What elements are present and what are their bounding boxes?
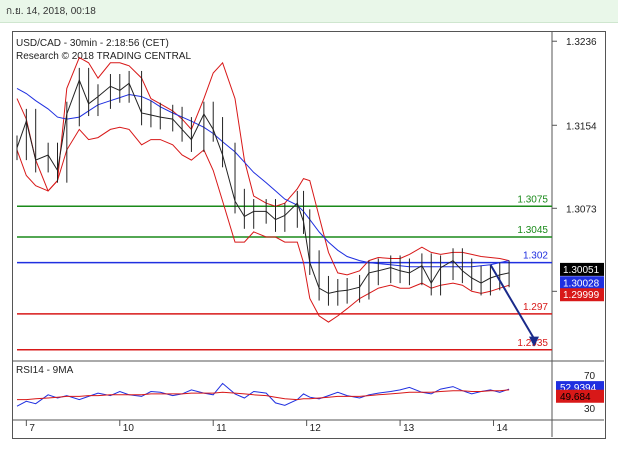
- y-tick-label: 1.3073: [566, 204, 597, 215]
- timestamp-label: ก.ย. 14, 2018, 00:18: [6, 6, 96, 17]
- moving-average: [16, 87, 510, 268]
- moving-average-line: [16, 87, 510, 268]
- price-tag-label: 1.30051: [563, 265, 600, 276]
- forecast-arrow-head: [529, 336, 540, 347]
- level-label: 1.3075: [517, 194, 548, 205]
- chart-source: Research © 2018 TRADING CENTRAL: [16, 51, 191, 62]
- rsi-lines: [16, 382, 510, 407]
- x-tick-label: 13: [403, 423, 415, 434]
- y-tick-label: 1.3154: [566, 121, 597, 132]
- rsi-tick-label: 70: [584, 371, 596, 382]
- forecast-arrow: [489, 264, 540, 347]
- level-label: 1.302: [523, 251, 548, 262]
- x-axis-ticks: 7 10 11 12 13 14: [25, 420, 509, 434]
- rsi-ma-line: [17, 389, 510, 401]
- rsi-tag-box: [556, 389, 604, 403]
- chart-title: USD/CAD - 30min - 2:18:56 (CET): [16, 38, 169, 49]
- price-tag-box: [560, 262, 604, 276]
- rsi-line: [16, 382, 510, 407]
- upper-band-line: [16, 56, 510, 276]
- title-bar: ก.ย. 14, 2018, 00:18: [0, 0, 618, 23]
- rsi-tick-label: 30: [584, 404, 596, 415]
- forecast-arrow-shaft: [489, 264, 535, 340]
- x-tick-label: 12: [310, 423, 322, 434]
- lower-band-line: [16, 126, 510, 323]
- chart-panel: [12, 31, 606, 439]
- price-tag-label: 1.29999: [563, 290, 600, 301]
- x-tick-label: 14: [497, 423, 509, 434]
- rsi-title: RSI14 - 9MA: [16, 365, 74, 376]
- price-tag-box: [560, 276, 604, 290]
- price-tag-label: 1.30028: [563, 278, 600, 289]
- price-series: [16, 67, 510, 306]
- x-tick-label: 10: [123, 423, 135, 434]
- level-label: 1.3045: [517, 225, 548, 236]
- level-label: 1.297: [523, 302, 548, 313]
- price-line: [16, 78, 510, 294]
- rsi-tag-label: 49.684: [560, 392, 591, 403]
- bollinger-bands: [16, 56, 510, 323]
- x-tick-label: 11: [216, 423, 227, 434]
- price-tag-box: [560, 288, 604, 302]
- x-tick-label: 7: [29, 423, 35, 434]
- y-tick-label: 1.3236: [566, 37, 597, 48]
- rsi-tag-label: 52.9394: [560, 383, 597, 394]
